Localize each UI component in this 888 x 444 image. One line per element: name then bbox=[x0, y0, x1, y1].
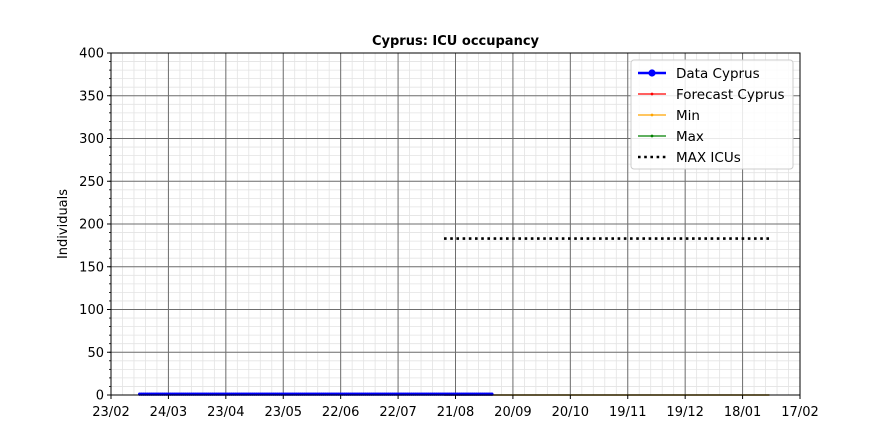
legend-label: Forecast Cyprus bbox=[676, 87, 785, 103]
y-axis: 0 50 100 150 200 250 300 350 400 bbox=[79, 47, 111, 404]
x-tick-label: 23/05 bbox=[265, 405, 302, 420]
legend-item: MAX ICUs bbox=[638, 150, 741, 166]
y-tick-label: 250 bbox=[79, 175, 104, 190]
x-tick-label: 23/04 bbox=[207, 405, 244, 420]
x-tick-label: 18/01 bbox=[724, 405, 761, 420]
y-tick-label: 400 bbox=[79, 47, 104, 62]
legend-item: Data Cyprus bbox=[638, 66, 760, 82]
y-tick-label: 150 bbox=[79, 260, 104, 275]
x-tick-label: 17/02 bbox=[781, 405, 818, 420]
y-tick-label: 350 bbox=[79, 89, 104, 104]
legend-marker bbox=[650, 113, 654, 117]
x-tick-label: 22/07 bbox=[379, 405, 416, 420]
legend-box bbox=[630, 59, 794, 170]
x-tick-label: 20/09 bbox=[494, 405, 531, 420]
legend-label: MAX ICUs bbox=[676, 150, 741, 166]
x-tick-label: 24/03 bbox=[150, 405, 187, 420]
legend-marker bbox=[650, 92, 654, 96]
x-tick-label: 23/02 bbox=[92, 405, 129, 420]
legend-label: Min bbox=[676, 108, 700, 124]
legend-marker bbox=[648, 69, 656, 77]
x-tick-label: 22/06 bbox=[322, 405, 359, 420]
y-tick-label: 50 bbox=[87, 346, 104, 361]
y-axis-label: Individuals bbox=[56, 189, 71, 259]
x-tick-label: 20/10 bbox=[552, 405, 589, 420]
legend-item: Forecast Cyprus bbox=[638, 87, 785, 103]
y-tick-label: 100 bbox=[79, 303, 104, 318]
x-tick-label: 21/08 bbox=[437, 405, 474, 420]
legend-marker bbox=[650, 134, 654, 138]
x-axis: 23/02 24/03 23/04 23/05 22/06 22/07 21/08 20/09… bbox=[92, 395, 819, 420]
chart-title: Cyprus: ICU occupancy bbox=[372, 34, 540, 49]
legend-label: Data Cyprus bbox=[676, 66, 760, 82]
y-tick-label: 300 bbox=[79, 132, 104, 147]
legend-item: Min bbox=[638, 108, 700, 124]
legend-label: Max bbox=[676, 129, 704, 145]
legend-item: Max bbox=[638, 129, 704, 145]
legend: Data Cyprus Forecast Cyprus Min Max MAX ICUs bbox=[630, 59, 794, 170]
y-tick-label: 0 bbox=[96, 389, 104, 404]
x-tick-label: 19/11 bbox=[609, 405, 646, 420]
y-tick-label: 200 bbox=[79, 218, 104, 233]
x-tick-label: 19/12 bbox=[666, 405, 703, 420]
